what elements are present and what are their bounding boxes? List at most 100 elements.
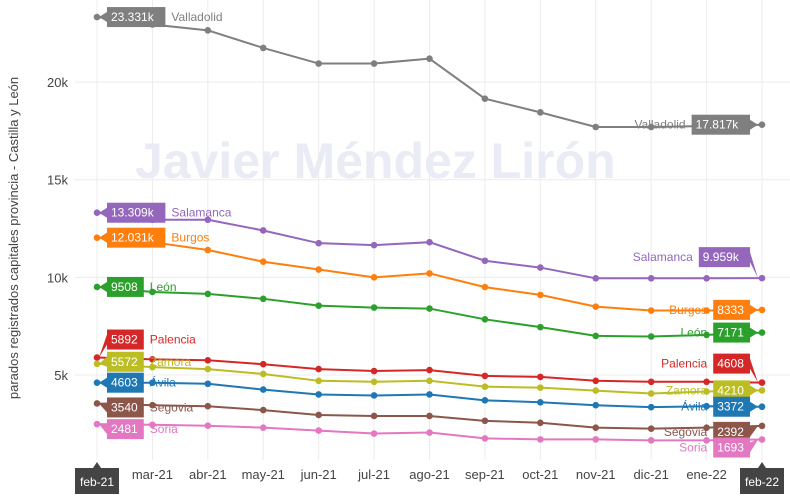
point-avila: [647, 403, 655, 411]
end-value-label: 9.959k: [703, 250, 740, 264]
point-leon: [537, 323, 544, 331]
point-palencia: [537, 373, 544, 381]
series-labels: 23.331k Valladolid 17.817k Valladolid 13.309…: [99, 7, 758, 458]
point-segovia: [758, 422, 766, 430]
point-salamanca: [758, 274, 766, 282]
y-tick-label: 20k: [47, 75, 68, 90]
series-lines: [93, 13, 766, 444]
end-series-name: Segovia: [664, 425, 708, 439]
point-palencia: [93, 354, 101, 361]
x-tick-label: abr-21: [189, 467, 227, 482]
y-axis-label: parados registrados capitales provincia …: [6, 77, 21, 399]
point-burgos: [93, 234, 101, 241]
x-tick-label: ene-22: [686, 467, 726, 482]
point-segovia: [647, 425, 655, 432]
point-valladolid: [647, 123, 655, 131]
start-series-name: Valladolid: [171, 10, 222, 24]
point-leon: [703, 331, 710, 339]
start-value-label: 5892: [111, 333, 138, 347]
end-series-name: Zamora: [666, 383, 708, 397]
point-soria: [204, 422, 212, 430]
y-axis: 5k 10k 15k 20k: [47, 75, 68, 383]
point-segovia: [259, 406, 267, 414]
x-tick-label-boxed: feb-21: [75, 462, 119, 494]
point-leon: [370, 304, 378, 311]
point-avila: [315, 391, 322, 398]
point-zamora: [370, 378, 378, 386]
watermark: Javier Méndez Lirón: [135, 133, 616, 189]
end-label-soria: 1693 Soria: [679, 437, 758, 458]
end-series-name: Palencia: [661, 357, 707, 371]
y-tick-label: 15k: [47, 173, 68, 188]
point-salamanca: [426, 238, 433, 246]
start-value-label: 12.031k: [111, 231, 155, 245]
end-label-avila: 3372 Ávila: [681, 396, 758, 417]
point-palencia: [315, 365, 322, 373]
point-soria: [149, 421, 156, 429]
start-series-name: Salamanca: [171, 206, 231, 220]
point-leon: [758, 329, 766, 336]
end-value-label: 1693: [717, 441, 744, 455]
point-burgos: [537, 291, 544, 299]
point-soria: [259, 424, 267, 431]
point-leon: [426, 305, 433, 312]
point-valladolid: [426, 55, 433, 62]
point-salamanca: [315, 239, 322, 247]
point-segovia: [537, 419, 544, 427]
point-palencia: [259, 360, 267, 368]
point-palencia: [592, 377, 600, 385]
point-salamanca: [647, 275, 655, 282]
x-tick-label: feb-21: [80, 475, 114, 489]
end-value-label: 7171: [717, 326, 744, 340]
point-soria: [315, 427, 322, 434]
x-axis: feb-21 mar-21 abr-21 may-21 jun-21 jul-21 ago-…: [75, 462, 784, 494]
point-burgos: [703, 307, 710, 314]
point-zamora: [537, 384, 544, 391]
end-series-name: Valladolid: [634, 118, 685, 132]
end-series-name: Burgos: [669, 303, 707, 317]
start-label-avila: 4603 Ávila: [99, 372, 176, 393]
point-burgos: [592, 303, 600, 310]
point-burgos: [204, 246, 212, 254]
start-label-salamanca: 13.309k Salamanca: [99, 202, 232, 223]
point-burgos: [315, 266, 322, 273]
point-palencia: [481, 372, 489, 380]
point-salamanca: [93, 209, 101, 217]
start-series-name: Palencia: [150, 333, 196, 347]
point-salamanca: [703, 275, 710, 282]
point-avila: [93, 379, 101, 387]
start-label-palencia: 5892 Palencia: [99, 329, 196, 358]
start-series-name: Burgos: [171, 231, 209, 245]
end-series-name: Ávila: [681, 399, 707, 414]
point-burgos: [647, 307, 655, 314]
end-label-leon: 7171 León: [680, 322, 758, 343]
end-value-label: 4608: [717, 357, 744, 371]
point-leon: [149, 288, 156, 296]
end-label-palencia: 4608 Palencia: [661, 353, 758, 383]
end-series-name: León: [680, 326, 707, 340]
point-avila: [426, 391, 433, 398]
point-zamora: [647, 390, 655, 397]
end-value-label: 4210: [717, 383, 744, 397]
point-avila: [481, 397, 489, 404]
start-value-label: 3540: [111, 400, 138, 414]
x-tick-label-boxed: feb-22: [740, 462, 784, 494]
x-tick-label: may-21: [242, 467, 285, 482]
point-salamanca: [204, 216, 212, 224]
point-soria: [592, 436, 600, 443]
x-tick-label: jun-21: [300, 467, 337, 482]
point-zamora: [481, 383, 489, 390]
start-value-label: 5572: [111, 355, 138, 369]
point-soria: [370, 430, 378, 437]
point-valladolid: [204, 27, 212, 34]
point-soria: [537, 436, 544, 443]
end-label-salamanca: 9.959k Salamanca: [633, 247, 758, 279]
point-zamora: [426, 377, 433, 385]
point-palencia: [426, 366, 433, 374]
start-value-label: 9508: [111, 280, 138, 294]
point-salamanca: [481, 257, 489, 265]
point-avila: [370, 392, 378, 399]
start-value-label: 4603: [111, 376, 138, 390]
point-avila: [703, 402, 710, 410]
point-soria: [758, 436, 766, 443]
